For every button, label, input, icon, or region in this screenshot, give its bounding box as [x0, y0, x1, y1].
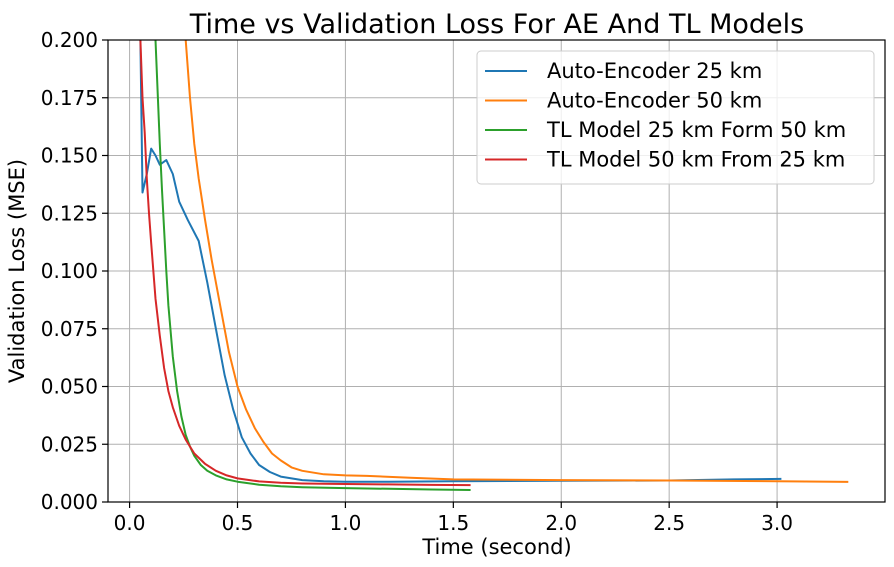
legend-label: Auto-Encoder 25 km	[547, 59, 762, 83]
series-layer	[139, 40, 849, 491]
y-tick-label: 0.125	[41, 201, 98, 225]
x-tick-label: 1.0	[330, 511, 362, 535]
y-tick-label: 0.075	[41, 317, 98, 341]
legend-label: TL Model 25 km Form 50 km	[546, 118, 846, 142]
x-tick-label: 0.0	[114, 511, 146, 535]
x-tick-label: 1.5	[437, 511, 469, 535]
x-tick-label: 2.0	[545, 511, 577, 535]
series-line	[154, 40, 471, 491]
x-tick-label: 3.0	[761, 511, 793, 535]
x-tick-label: 2.5	[653, 511, 685, 535]
x-axis: 0.0 0.5 1.0 1.5 2.0 2.5 3.0	[114, 502, 793, 535]
legend: Auto-Encoder 25 km Auto-Encoder 50 km TL M…	[476, 50, 875, 185]
series-line	[184, 40, 849, 483]
chart-title: Time vs Validation Loss For AE And TL Mo…	[189, 9, 804, 40]
y-tick-label: 0.200	[41, 28, 98, 52]
series-line	[139, 40, 782, 483]
y-axis: 0.000 0.025 0.050 0.075 0.100 0.125 0.150 0.175…	[41, 28, 108, 514]
y-axis-title: Validation Loss (MSE)	[5, 159, 29, 383]
x-tick-label: 0.5	[222, 511, 254, 535]
y-tick-label: 0.000	[41, 490, 98, 514]
y-tick-label: 0.175	[41, 86, 98, 110]
y-tick-label: 0.025	[41, 432, 98, 456]
y-tick-label: 0.100	[41, 259, 98, 283]
y-tick-label: 0.050	[41, 375, 98, 399]
legend-label: Auto-Encoder 50 km	[547, 89, 762, 113]
legend-box	[476, 50, 875, 185]
legend-label: TL Model 50 km From 25 km	[546, 148, 845, 172]
series-line	[139, 40, 471, 487]
y-tick-label: 0.150	[41, 144, 98, 168]
x-axis-title: Time (second)	[421, 535, 571, 559]
